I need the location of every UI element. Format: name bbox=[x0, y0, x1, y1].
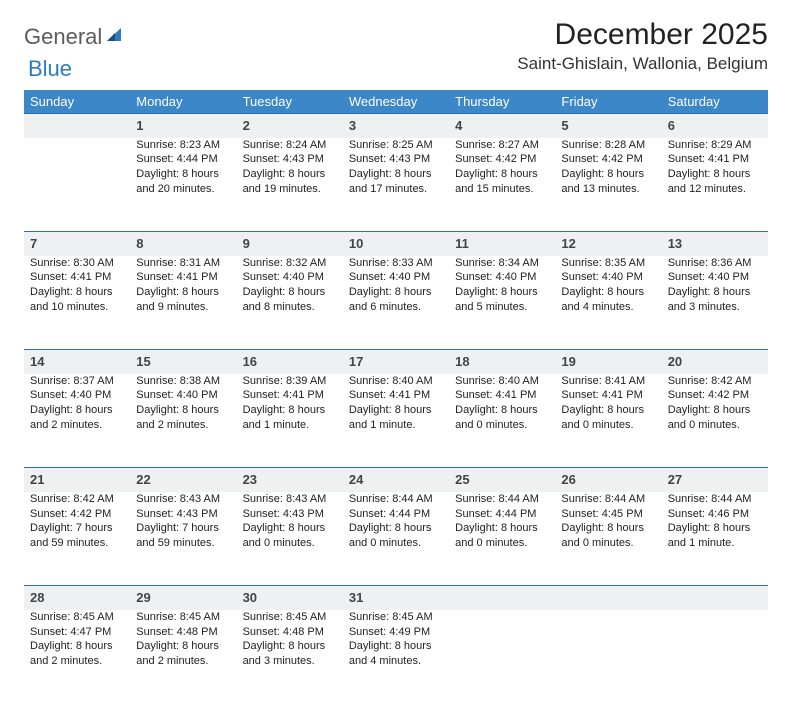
day-cell: Sunrise: 8:24 AM Sunset: 4:43 PM Dayligh… bbox=[237, 138, 343, 232]
day-cell bbox=[24, 138, 130, 232]
day-cell: Sunrise: 8:23 AM Sunset: 4:44 PM Dayligh… bbox=[130, 138, 236, 232]
day-header: Thursday bbox=[449, 90, 555, 114]
day-cell: Sunrise: 8:42 AM Sunset: 4:42 PM Dayligh… bbox=[24, 492, 130, 586]
day-cell: Sunrise: 8:45 AM Sunset: 4:49 PM Dayligh… bbox=[343, 610, 449, 704]
day-header: Tuesday bbox=[237, 90, 343, 114]
daynum-row: 21222324252627 bbox=[24, 468, 768, 492]
day-cell: Sunrise: 8:44 AM Sunset: 4:44 PM Dayligh… bbox=[343, 492, 449, 586]
day-number: 2 bbox=[237, 114, 343, 138]
day-number: 6 bbox=[662, 114, 768, 138]
day-cell: Sunrise: 8:43 AM Sunset: 4:43 PM Dayligh… bbox=[237, 492, 343, 586]
day-header: Monday bbox=[130, 90, 236, 114]
day-cell: Sunrise: 8:40 AM Sunset: 4:41 PM Dayligh… bbox=[449, 374, 555, 468]
day-cell: Sunrise: 8:45 AM Sunset: 4:47 PM Dayligh… bbox=[24, 610, 130, 704]
day-number: 17 bbox=[343, 350, 449, 374]
day-cell: Sunrise: 8:27 AM Sunset: 4:42 PM Dayligh… bbox=[449, 138, 555, 232]
day-content-row: Sunrise: 8:30 AM Sunset: 4:41 PM Dayligh… bbox=[24, 256, 768, 350]
day-header: Sunday bbox=[24, 90, 130, 114]
daynum-row: 123456 bbox=[24, 114, 768, 138]
day-number: 14 bbox=[24, 350, 130, 374]
day-cell: Sunrise: 8:43 AM Sunset: 4:43 PM Dayligh… bbox=[130, 492, 236, 586]
day-cell: Sunrise: 8:25 AM Sunset: 4:43 PM Dayligh… bbox=[343, 138, 449, 232]
day-cell: Sunrise: 8:34 AM Sunset: 4:40 PM Dayligh… bbox=[449, 256, 555, 350]
day-cell: Sunrise: 8:45 AM Sunset: 4:48 PM Dayligh… bbox=[237, 610, 343, 704]
day-number: 11 bbox=[449, 232, 555, 256]
day-content-row: Sunrise: 8:45 AM Sunset: 4:47 PM Dayligh… bbox=[24, 610, 768, 704]
month-title: December 2025 bbox=[517, 18, 768, 52]
day-cell: Sunrise: 8:42 AM Sunset: 4:42 PM Dayligh… bbox=[662, 374, 768, 468]
day-cell: Sunrise: 8:29 AM Sunset: 4:41 PM Dayligh… bbox=[662, 138, 768, 232]
day-number: 25 bbox=[449, 468, 555, 492]
day-cell: Sunrise: 8:30 AM Sunset: 4:41 PM Dayligh… bbox=[24, 256, 130, 350]
day-cell: Sunrise: 8:35 AM Sunset: 4:40 PM Dayligh… bbox=[555, 256, 661, 350]
logo-sail-icon bbox=[105, 24, 125, 50]
day-cell: Sunrise: 8:39 AM Sunset: 4:41 PM Dayligh… bbox=[237, 374, 343, 468]
logo: General bbox=[24, 18, 126, 50]
day-number: 4 bbox=[449, 114, 555, 138]
day-cell: Sunrise: 8:41 AM Sunset: 4:41 PM Dayligh… bbox=[555, 374, 661, 468]
daynum-row: 78910111213 bbox=[24, 232, 768, 256]
day-number: 23 bbox=[237, 468, 343, 492]
day-cell: Sunrise: 8:28 AM Sunset: 4:42 PM Dayligh… bbox=[555, 138, 661, 232]
day-number: 16 bbox=[237, 350, 343, 374]
day-number bbox=[555, 586, 661, 610]
day-cell: Sunrise: 8:44 AM Sunset: 4:45 PM Dayligh… bbox=[555, 492, 661, 586]
day-header: Friday bbox=[555, 90, 661, 114]
day-cell: Sunrise: 8:32 AM Sunset: 4:40 PM Dayligh… bbox=[237, 256, 343, 350]
day-number: 21 bbox=[24, 468, 130, 492]
daynum-row: 28293031 bbox=[24, 586, 768, 610]
day-number: 28 bbox=[24, 586, 130, 610]
day-cell bbox=[449, 610, 555, 704]
day-number: 24 bbox=[343, 468, 449, 492]
day-number bbox=[449, 586, 555, 610]
day-number: 19 bbox=[555, 350, 661, 374]
day-number: 30 bbox=[237, 586, 343, 610]
day-cell: Sunrise: 8:45 AM Sunset: 4:48 PM Dayligh… bbox=[130, 610, 236, 704]
day-number: 12 bbox=[555, 232, 661, 256]
day-cell bbox=[662, 610, 768, 704]
day-cell: Sunrise: 8:40 AM Sunset: 4:41 PM Dayligh… bbox=[343, 374, 449, 468]
day-cell: Sunrise: 8:44 AM Sunset: 4:46 PM Dayligh… bbox=[662, 492, 768, 586]
day-number: 7 bbox=[24, 232, 130, 256]
day-content-row: Sunrise: 8:42 AM Sunset: 4:42 PM Dayligh… bbox=[24, 492, 768, 586]
day-number: 1 bbox=[130, 114, 236, 138]
logo-word-2: Blue bbox=[24, 56, 768, 82]
day-cell: Sunrise: 8:36 AM Sunset: 4:40 PM Dayligh… bbox=[662, 256, 768, 350]
day-number: 10 bbox=[343, 232, 449, 256]
day-number bbox=[662, 586, 768, 610]
day-number: 20 bbox=[662, 350, 768, 374]
day-number: 8 bbox=[130, 232, 236, 256]
day-number: 5 bbox=[555, 114, 661, 138]
day-cell: Sunrise: 8:31 AM Sunset: 4:41 PM Dayligh… bbox=[130, 256, 236, 350]
day-header-row: Sunday Monday Tuesday Wednesday Thursday… bbox=[24, 90, 768, 114]
day-number: 15 bbox=[130, 350, 236, 374]
day-number: 22 bbox=[130, 468, 236, 492]
day-number: 27 bbox=[662, 468, 768, 492]
day-header: Saturday bbox=[662, 90, 768, 114]
day-number: 9 bbox=[237, 232, 343, 256]
day-number: 29 bbox=[130, 586, 236, 610]
daynum-row: 14151617181920 bbox=[24, 350, 768, 374]
day-number: 3 bbox=[343, 114, 449, 138]
day-cell: Sunrise: 8:37 AM Sunset: 4:40 PM Dayligh… bbox=[24, 374, 130, 468]
day-cell bbox=[555, 610, 661, 704]
day-content-row: Sunrise: 8:37 AM Sunset: 4:40 PM Dayligh… bbox=[24, 374, 768, 468]
day-header: Wednesday bbox=[343, 90, 449, 114]
day-number: 18 bbox=[449, 350, 555, 374]
day-cell: Sunrise: 8:44 AM Sunset: 4:44 PM Dayligh… bbox=[449, 492, 555, 586]
day-number: 26 bbox=[555, 468, 661, 492]
day-cell: Sunrise: 8:33 AM Sunset: 4:40 PM Dayligh… bbox=[343, 256, 449, 350]
logo-word-1: General bbox=[24, 24, 102, 50]
day-content-row: Sunrise: 8:23 AM Sunset: 4:44 PM Dayligh… bbox=[24, 138, 768, 232]
day-number: 13 bbox=[662, 232, 768, 256]
day-cell: Sunrise: 8:38 AM Sunset: 4:40 PM Dayligh… bbox=[130, 374, 236, 468]
day-number: 31 bbox=[343, 586, 449, 610]
day-number bbox=[24, 114, 130, 138]
